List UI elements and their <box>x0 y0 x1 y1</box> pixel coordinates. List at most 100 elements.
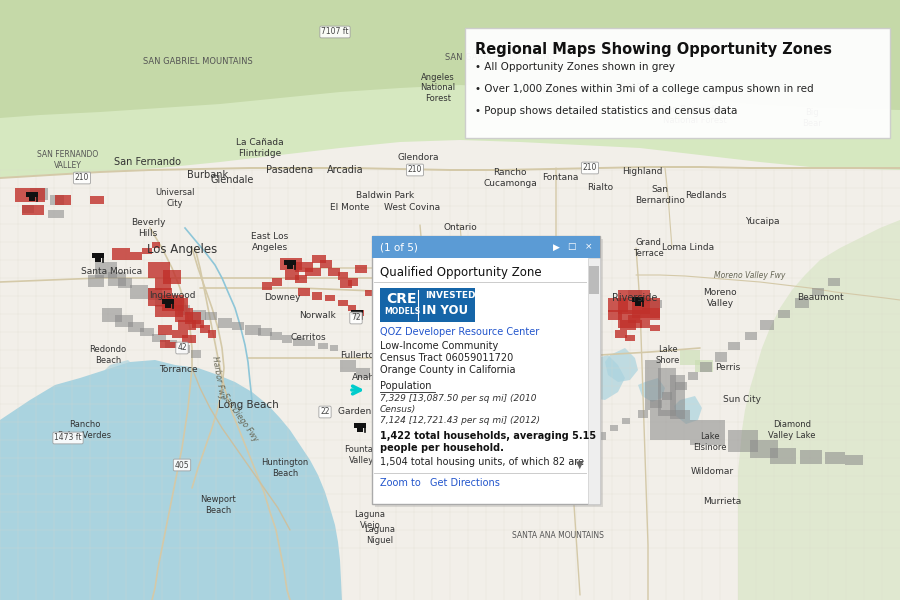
Bar <box>108 272 126 286</box>
Bar <box>395 398 413 408</box>
Bar <box>760 320 774 330</box>
Text: Santa Monica: Santa Monica <box>81 268 142 277</box>
Bar <box>568 430 584 442</box>
Bar <box>258 328 272 336</box>
Bar <box>405 393 411 397</box>
Bar <box>298 288 310 296</box>
Bar <box>170 342 178 348</box>
Text: Glendale: Glendale <box>211 175 254 185</box>
Bar <box>420 393 430 401</box>
Bar <box>465 28 890 138</box>
Bar <box>90 196 104 204</box>
Text: Diamond
Valley Lake: Diamond Valley Lake <box>769 420 815 440</box>
Bar <box>30 188 48 200</box>
Bar <box>670 375 685 419</box>
Bar <box>688 372 698 380</box>
Bar <box>435 400 445 406</box>
Text: Fullerton: Fullerton <box>340 350 380 359</box>
Text: West Covina: West Covina <box>384 203 440 212</box>
Text: Universal
City: Universal City <box>155 188 194 208</box>
Bar <box>262 282 272 290</box>
Bar <box>305 268 321 276</box>
Text: QOZ Developer Resource Center: QOZ Developer Resource Center <box>380 327 539 337</box>
Text: Redondo
Beach: Redondo Beach <box>89 346 127 365</box>
Text: Moreno Valley Fwy: Moreno Valley Fwy <box>715 271 786 280</box>
Bar <box>15 188 45 202</box>
Text: Newport
Beach: Newport Beach <box>200 496 236 515</box>
Bar <box>245 325 261 335</box>
Bar <box>165 340 177 348</box>
Bar <box>26 192 38 197</box>
Bar <box>580 438 588 444</box>
Bar <box>695 360 713 372</box>
Bar <box>680 350 700 365</box>
Bar <box>280 258 302 270</box>
Text: ×: × <box>584 242 592 251</box>
Bar <box>328 268 340 276</box>
Polygon shape <box>0 0 900 118</box>
Bar <box>325 295 335 301</box>
Bar <box>380 288 418 322</box>
Bar <box>395 385 423 399</box>
Bar <box>128 322 144 332</box>
Text: Margarita: Margarita <box>450 484 491 493</box>
Text: CRE: CRE <box>386 292 417 306</box>
Bar <box>205 312 217 320</box>
Text: Population: Population <box>380 381 431 391</box>
Bar <box>795 298 809 308</box>
Bar <box>232 322 244 330</box>
Text: 7,329 [13,087.50 per sq mi] (2010: 7,329 [13,087.50 per sq mi] (2010 <box>380 394 536 403</box>
Bar <box>365 290 375 296</box>
Text: Fontana: Fontana <box>542 173 578 182</box>
Text: La Cañada
Flintridge: La Cañada Flintridge <box>236 138 284 158</box>
Bar <box>628 315 640 323</box>
Bar <box>272 278 282 286</box>
Bar <box>102 308 122 322</box>
Text: 42: 42 <box>177 343 187 352</box>
Bar <box>270 332 282 340</box>
Bar <box>750 440 778 458</box>
Bar <box>130 252 142 260</box>
Bar <box>148 288 162 300</box>
Text: SAN GABRIEL MOUNTAINS: SAN GABRIEL MOUNTAINS <box>143 58 253 67</box>
Text: Rancho
Cucamonga: Rancho Cucamonga <box>483 168 537 188</box>
Text: (1 of 5): (1 of 5) <box>380 242 418 252</box>
Text: Highland: Highland <box>622 167 662 176</box>
Bar <box>800 450 822 464</box>
Bar <box>192 320 204 328</box>
Bar <box>200 325 210 333</box>
Text: Harbor Fwy: Harbor Fwy <box>210 356 226 400</box>
Bar <box>620 320 636 330</box>
Text: SAN GABRIEL MOUNTAINS: SAN GABRIEL MOUNTAINS <box>446 53 555 62</box>
Bar <box>375 295 383 301</box>
Bar <box>172 330 188 338</box>
Bar <box>178 320 196 330</box>
Bar <box>148 262 170 278</box>
Text: Baldwin Park: Baldwin Park <box>356 191 414 200</box>
Text: Lake Forest: Lake Forest <box>410 487 461 497</box>
Bar <box>745 332 757 340</box>
Text: Loma Linda: Loma Linda <box>662 244 714 253</box>
Bar <box>29 197 35 201</box>
Bar <box>191 350 201 358</box>
Text: Pomona Fwy: Pomona Fwy <box>396 241 444 250</box>
Text: Rancho
Palos Verdes: Rancho Palos Verdes <box>58 420 112 440</box>
Text: Census): Census) <box>380 405 416 414</box>
Bar <box>650 300 662 308</box>
Text: Anaheim: Anaheim <box>352 373 392 383</box>
Bar <box>638 295 650 303</box>
Bar <box>420 462 438 476</box>
Text: W Lincoln Ave: W Lincoln Ave <box>483 364 536 373</box>
Bar <box>525 400 553 422</box>
Text: Redlands: Redlands <box>685 191 727 199</box>
Bar <box>340 360 356 372</box>
Text: 7,124 [12,721.43 per sq mi] (2012): 7,124 [12,721.43 per sq mi] (2012) <box>380 416 540 425</box>
Bar <box>158 325 172 335</box>
Text: ▼: ▼ <box>575 460 583 470</box>
Text: Orange County in California: Orange County in California <box>380 365 516 375</box>
Text: IN YOU: IN YOU <box>422 304 468 317</box>
Bar <box>285 270 299 280</box>
Bar <box>402 388 414 393</box>
Bar <box>48 210 64 218</box>
Text: 22: 22 <box>320 407 329 416</box>
